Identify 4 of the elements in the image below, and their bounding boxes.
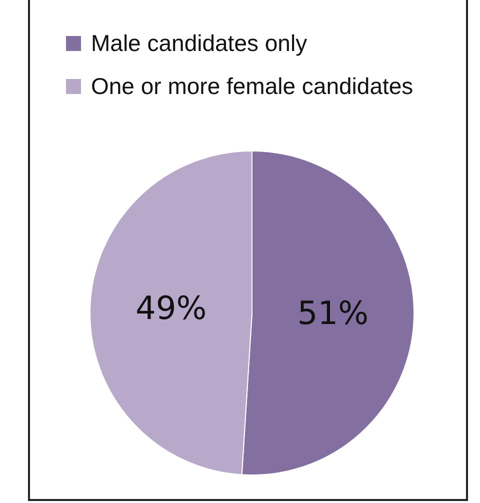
legend-label: One or more female candidates [91,73,414,100]
data-label: 49% [135,288,207,327]
legend-label: Male candidates only [91,30,308,57]
data-label: 51% [297,294,369,332]
